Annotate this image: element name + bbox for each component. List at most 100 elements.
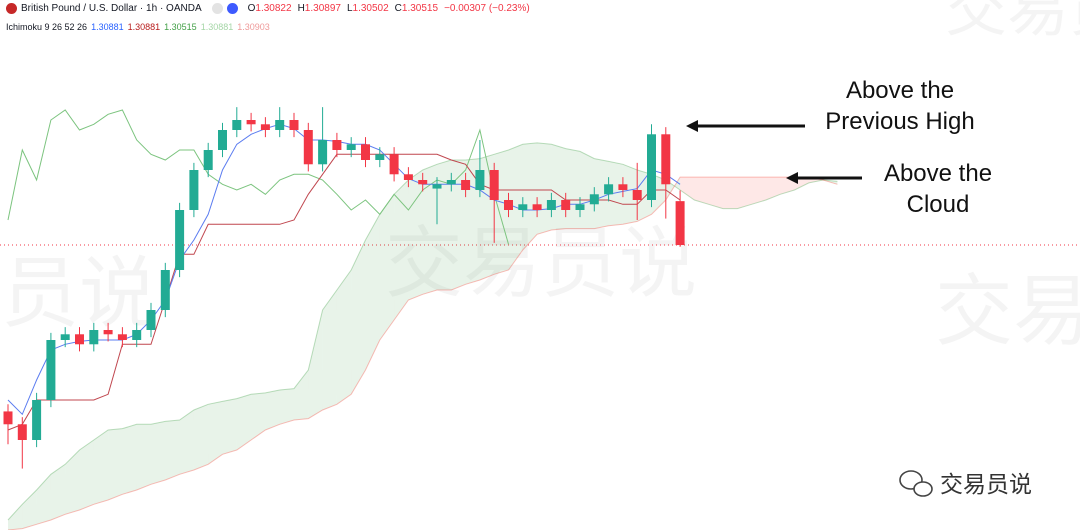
candle-body	[160, 270, 170, 310]
ohlc-value: 1.30502	[352, 3, 389, 14]
indicator-line	[7, 142, 838, 521]
candle-body	[632, 190, 642, 200]
cloud-segment	[622, 164, 638, 225]
candle-body	[203, 150, 213, 170]
cloud-segment	[65, 450, 80, 515]
candle-body	[232, 120, 242, 130]
candle-body	[60, 334, 70, 340]
candle-body	[432, 184, 442, 189]
cloud-segment	[336, 270, 352, 405]
cloud-segment	[122, 424, 137, 495]
cloud-segment	[93, 430, 109, 505]
candle-body	[103, 330, 113, 335]
icon[interactable]	[226, 3, 238, 14]
cloud-segment	[136, 424, 151, 490]
logo-icon	[913, 481, 933, 497]
watermark: 交易员说	[0, 249, 157, 339]
cloud-segment	[236, 394, 252, 450]
ohlc-label: O	[247, 3, 256, 14]
indicator-value: 1.30515	[164, 22, 197, 32]
cloud-segment	[151, 421, 166, 485]
cloud-segment	[565, 148, 580, 229]
candle-body	[504, 200, 513, 210]
cloud-segment	[8, 504, 23, 530]
cloud-segment	[780, 177, 795, 195]
candle-body	[189, 170, 199, 210]
candle-body	[418, 180, 428, 185]
candle-body	[618, 184, 628, 190]
candle-body	[518, 204, 528, 210]
indicator-value: 1.30881	[91, 22, 124, 32]
cloud-segment	[422, 164, 437, 295]
cloud-segment	[394, 180, 409, 320]
ohlc-value: 1.30897	[304, 3, 341, 14]
candle-body	[117, 334, 127, 340]
cloud-segment	[50, 464, 66, 520]
candle-body	[375, 154, 385, 160]
candle-body	[332, 140, 342, 150]
candle-body	[361, 144, 370, 160]
change: −0.00307 (−0.23%)	[444, 3, 530, 14]
candle-body	[46, 340, 56, 400]
indicator-name: Ichimoku 9 26 52 26	[6, 22, 88, 32]
cloud-segment	[251, 392, 266, 440]
candle-body	[389, 154, 399, 175]
indicator-value: 1.30903	[237, 22, 270, 32]
cloud-segment	[36, 474, 51, 525]
cloud-segment	[208, 401, 223, 465]
ohlc-label: H	[297, 3, 305, 14]
cloud-segment	[737, 177, 752, 209]
annotation: Above the	[846, 77, 954, 104]
logo-icon	[899, 470, 923, 490]
candle-body	[89, 330, 99, 345]
watermarks: 交易员说 交易员说 交易员说 交易员说	[0, 0, 1080, 357]
candle-body	[132, 330, 142, 340]
ohlc-item: O1.30822	[248, 3, 292, 14]
ohlc-value: 1.30515	[401, 3, 439, 14]
plot	[0, 107, 1080, 530]
candle-body	[647, 134, 656, 200]
cloud-segment	[537, 142, 552, 235]
arrow-head	[786, 172, 798, 184]
candle-body	[75, 334, 84, 345]
candle-body	[532, 204, 542, 210]
cloud-segment	[723, 177, 738, 209]
ohlc: O1.30822 H1.30897 L1.30502 C1.30515 −0.00307…	[248, 3, 530, 14]
candle-body	[589, 194, 599, 205]
icon[interactable]	[211, 3, 223, 14]
cloud-segment	[551, 144, 566, 230]
annotation: Previous High	[825, 108, 974, 135]
candle-body	[403, 174, 413, 180]
candle-body	[218, 130, 227, 150]
candle-body	[175, 210, 185, 270]
candle-body	[275, 120, 285, 130]
indicator-line	[7, 109, 509, 245]
cloud-segment	[522, 142, 538, 250]
candle-body	[675, 201, 685, 245]
candle-body	[32, 400, 42, 440]
candle-body	[661, 134, 671, 185]
symbol-header: British Pound / U.S. Dollar · 1h · OANDA…	[6, 3, 530, 14]
ohlc-label: C	[394, 3, 402, 14]
cloud-segment	[165, 420, 180, 480]
candle-body	[318, 140, 328, 165]
cloud-segment	[379, 194, 395, 340]
cloud-segment	[108, 428, 123, 500]
candle-body	[561, 200, 571, 210]
indicator-line	[7, 176, 838, 530]
cloud-segment	[823, 180, 838, 185]
ohlc-label: L	[346, 3, 353, 14]
candle-body	[246, 120, 256, 125]
cloud-segment	[437, 160, 452, 290]
indicator-header: Ichimoku 9 26 52 26 1.30881 1.30881 1.3051…	[6, 22, 270, 32]
candle-body	[146, 310, 156, 330]
candle-body	[3, 411, 13, 425]
cloud-segment	[451, 160, 466, 290]
cloud-segment	[265, 390, 280, 430]
logo: 交易员说	[899, 470, 1032, 498]
cloud-segment	[708, 177, 723, 209]
indicator-value: 1.30881	[200, 22, 234, 32]
symbol-title: British Pound / U.S. Dollar · 1h · OANDA	[21, 3, 202, 14]
